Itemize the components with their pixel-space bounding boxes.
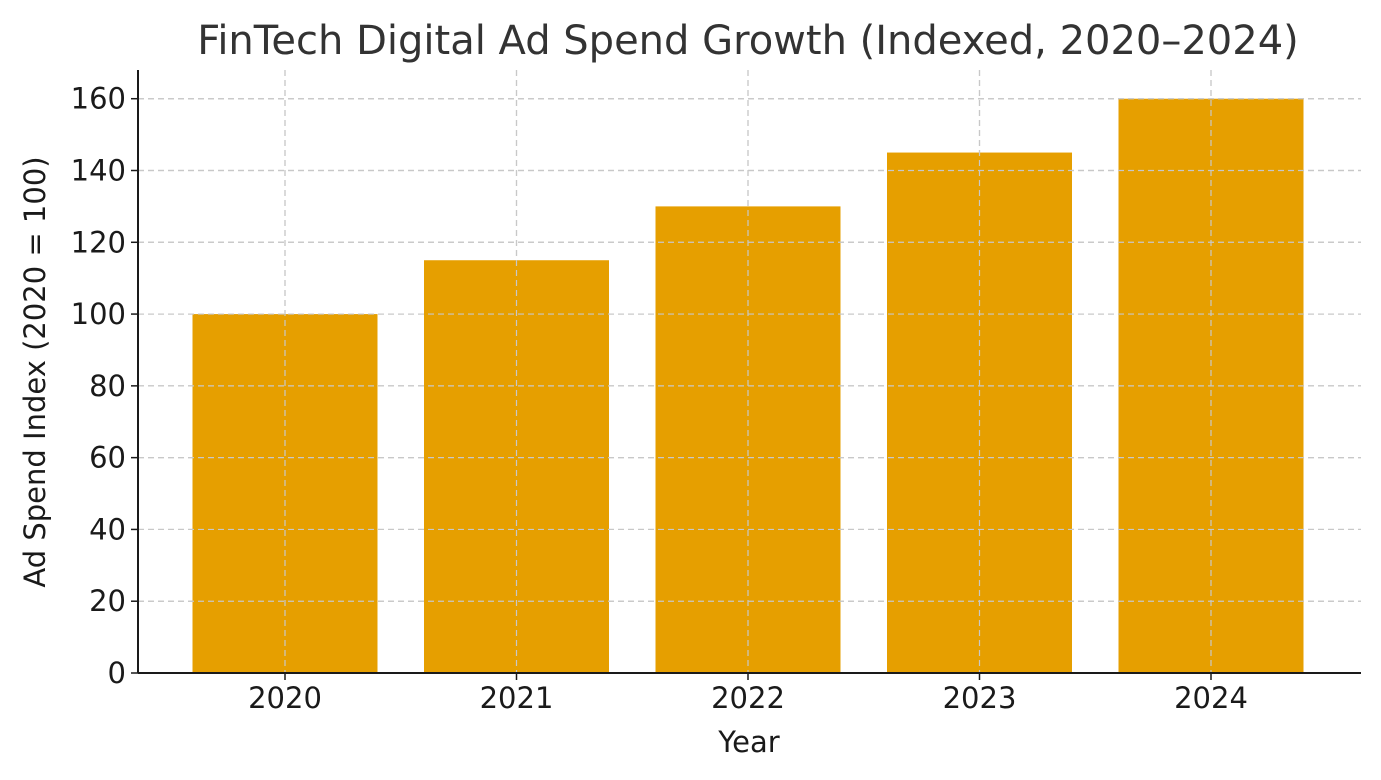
grid-overlay bbox=[138, 70, 1361, 673]
y-ticks: 0 20 40 60 80 100 120 140 160 bbox=[71, 82, 138, 690]
bars bbox=[138, 70, 1361, 673]
y-tick-label: 120 bbox=[71, 225, 126, 259]
x-tick-label: 2021 bbox=[480, 681, 554, 715]
y-tick-label: 20 bbox=[89, 584, 126, 618]
y-axis-label: Ad Spend Index (2020 = 100) bbox=[18, 156, 52, 587]
chart-title: FinTech Digital Ad Spend Growth (Indexed… bbox=[197, 18, 1299, 64]
x-tick-label: 2020 bbox=[248, 681, 322, 715]
y-tick-label: 60 bbox=[89, 441, 126, 475]
y-tick-label: 100 bbox=[71, 297, 126, 331]
y-tick-label: 0 bbox=[108, 656, 126, 690]
y-tick-label: 140 bbox=[71, 154, 126, 188]
y-tick-label: 160 bbox=[71, 82, 126, 116]
x-ticks: 2020 2021 2022 2023 2024 bbox=[248, 673, 1248, 715]
y-tick-label: 80 bbox=[89, 369, 126, 403]
y-tick-label: 40 bbox=[89, 512, 126, 546]
x-axis-label: Year bbox=[717, 725, 779, 759]
x-tick-label: 2023 bbox=[943, 681, 1017, 715]
x-tick-label: 2022 bbox=[711, 681, 785, 715]
x-tick-label: 2024 bbox=[1174, 681, 1248, 715]
